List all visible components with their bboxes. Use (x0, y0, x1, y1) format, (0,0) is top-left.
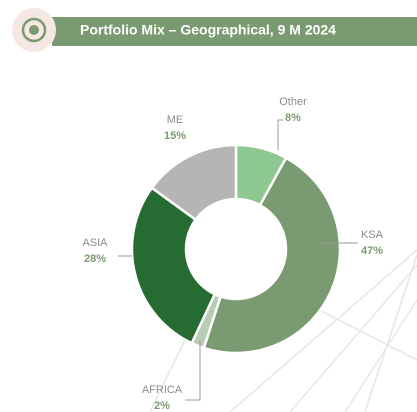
slice-value-label: 28% (84, 253, 106, 265)
slice (202, 156, 342, 355)
header-icon-dot (29, 25, 39, 35)
slice-name: ASIA (82, 237, 108, 249)
slice (130, 186, 217, 345)
slice-value-label: 2% (154, 400, 170, 412)
slice-name: ME (167, 114, 184, 126)
slice-value-label: 8% (285, 112, 301, 124)
chart-title: Portfolio Mix – Geographical, 9 M 2024 (80, 22, 336, 38)
leader-line (185, 340, 201, 401)
header-icon-ring (21, 17, 47, 43)
slice-name: Other (279, 96, 307, 108)
slice-name: AFRICA (142, 384, 183, 396)
slice-value-label: 15% (164, 130, 186, 142)
slice (150, 143, 238, 222)
slice-value-label: 47% (361, 245, 383, 257)
slice-name: KSA (361, 229, 384, 241)
donut (130, 143, 342, 355)
leader-line (277, 119, 283, 150)
header-bar (52, 17, 417, 46)
